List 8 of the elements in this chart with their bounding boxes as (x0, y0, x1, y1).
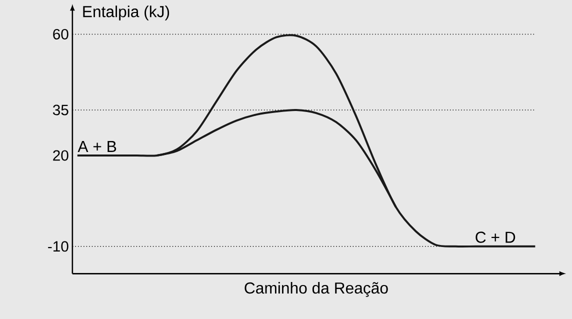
x-axis-title: Caminho da Reação (244, 282, 388, 297)
y-tick-label: 20 (53, 150, 68, 160)
annotation: A + B (78, 140, 116, 152)
y-tick-label: -10 (48, 240, 68, 252)
annotation: C + D (476, 231, 516, 243)
y-tick-label: 60 (53, 28, 68, 40)
y-tick-label: 35 (52, 104, 68, 116)
y-axis-title: Entalpia (kJ) (83, 5, 170, 20)
